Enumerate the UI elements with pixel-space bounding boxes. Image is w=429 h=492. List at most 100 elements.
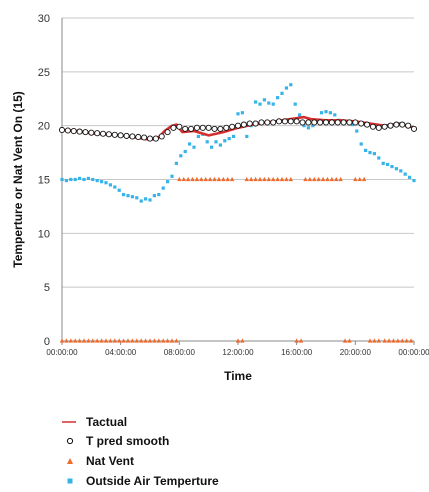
data-point (64, 338, 69, 343)
legend-square-icon (67, 478, 73, 484)
data-point (293, 102, 297, 106)
data-point (111, 131, 118, 138)
data-point (234, 122, 242, 129)
x-tick-label: 12:00:00 (222, 348, 254, 357)
data-point (77, 338, 82, 343)
series-layer (58, 83, 418, 343)
data-point (320, 111, 324, 115)
data-point (95, 338, 100, 343)
data-point (223, 124, 230, 131)
data-point (399, 169, 403, 173)
data-point (95, 178, 99, 183)
data-point (105, 131, 112, 138)
data-point (262, 176, 267, 182)
data-point (68, 338, 73, 343)
data-point (188, 125, 195, 132)
data-point (288, 176, 293, 182)
data-point (152, 135, 159, 142)
data-point (306, 126, 310, 130)
data-point (58, 126, 66, 134)
data-point (100, 130, 107, 137)
data-point (99, 338, 104, 343)
data-point (393, 121, 400, 128)
data-point (240, 338, 245, 343)
data-point (130, 195, 134, 199)
data-point (141, 134, 148, 141)
data-point (368, 150, 372, 155)
data-point (317, 119, 324, 126)
data-point (307, 176, 313, 182)
data-point (279, 176, 285, 182)
data-point (129, 133, 136, 140)
data-point (212, 176, 217, 182)
y-tick-label: 30 (38, 13, 50, 25)
data-point (182, 125, 189, 132)
data-point (258, 102, 262, 106)
data-point (223, 139, 227, 143)
data-point (164, 129, 171, 136)
data-point (315, 119, 319, 123)
legend: Tactual T pred smooth Nat Vent Outside A… (62, 415, 219, 488)
x-tick-label: 00:00:00 (398, 348, 429, 357)
data-point (211, 125, 218, 132)
data-point (303, 176, 308, 182)
data-point (130, 338, 135, 343)
data-point (185, 176, 191, 182)
data-point (253, 176, 258, 182)
data-point (299, 119, 306, 126)
data-point (100, 180, 104, 184)
data-point (284, 86, 288, 90)
data-point (328, 119, 335, 126)
data-point (139, 338, 144, 343)
data-point (334, 119, 341, 126)
data-point (257, 176, 263, 182)
data-point (64, 178, 68, 183)
data-point (359, 142, 363, 146)
data-point (325, 176, 330, 182)
data-point (258, 119, 265, 126)
x-tick-label: 00:00:00 (46, 348, 78, 357)
data-point (352, 119, 359, 126)
data-point (340, 119, 347, 126)
data-point (364, 121, 371, 128)
data-point (275, 176, 280, 182)
data-point (192, 145, 196, 149)
data-point (375, 124, 382, 131)
legend-label-t-pred-smooth: T pred smooth (86, 434, 169, 448)
data-point (225, 176, 230, 182)
data-point (403, 172, 407, 176)
data-point (293, 118, 300, 125)
data-point (193, 124, 200, 131)
data-point (381, 123, 388, 130)
data-point (298, 338, 304, 343)
data-point (104, 181, 108, 185)
data-point (267, 101, 271, 105)
data-point (76, 128, 83, 135)
x-tick-label: 08:00:00 (164, 348, 196, 357)
data-point (158, 133, 165, 140)
data-point (122, 192, 126, 197)
data-point (103, 338, 109, 343)
y-tick-label: 15 (38, 175, 50, 187)
data-point (391, 338, 396, 343)
data-point (143, 338, 148, 343)
data-point (170, 124, 177, 131)
legend-label-outside-air-temperture: Outside Air Temperture (86, 474, 219, 488)
data-point (372, 152, 376, 156)
data-point (108, 338, 113, 343)
data-point (364, 148, 368, 153)
data-point (94, 130, 101, 137)
data-point (240, 121, 247, 128)
data-point (367, 338, 373, 343)
data-point (390, 164, 394, 169)
y-tick-label: 5 (44, 282, 50, 294)
legend-item-nat-vent: Nat Vent (67, 454, 134, 468)
data-point (157, 192, 161, 197)
data-point (353, 176, 358, 182)
data-point (90, 338, 95, 343)
legend-label-tactual: Tactual (86, 415, 127, 429)
data-point (408, 338, 414, 343)
data-point (399, 121, 406, 128)
data-point (280, 91, 284, 95)
